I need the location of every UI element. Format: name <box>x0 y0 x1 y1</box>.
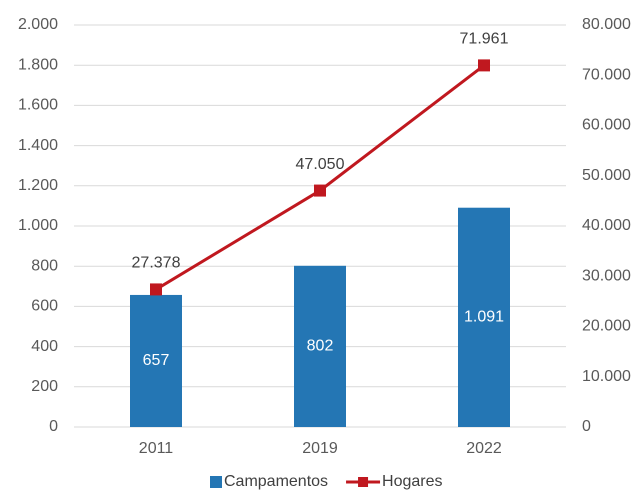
y-tick-label: 1.400 <box>18 137 58 154</box>
x-tick-label: 2019 <box>302 440 338 457</box>
y-tick-label: 1.000 <box>18 217 58 234</box>
line-marker <box>478 59 490 72</box>
bar <box>458 207 510 427</box>
bar-label: 1.091 <box>464 309 504 326</box>
y-tick-label: 0 <box>49 418 58 435</box>
y-tick-label: 1.600 <box>18 97 58 114</box>
y-tick-label: 1.800 <box>18 56 58 73</box>
y2-tick-label: 60.000 <box>582 117 631 134</box>
y-tick-label: 600 <box>31 298 58 315</box>
y-tick-label: 400 <box>31 338 58 355</box>
bar-label: 802 <box>307 338 334 355</box>
y-tick-label: 200 <box>31 378 58 395</box>
y2-tick-label: 70.000 <box>582 66 631 83</box>
legend-swatch <box>210 476 222 488</box>
line-label: 27.378 <box>132 255 181 272</box>
y2-tick-label: 0 <box>582 418 591 435</box>
line-label: 71.961 <box>460 31 509 48</box>
x-tick-label: 2022 <box>466 440 502 457</box>
legend-label: Campamentos <box>224 473 328 490</box>
y2-tick-label: 50.000 <box>582 167 631 184</box>
y-tick-label: 1.200 <box>18 177 58 194</box>
bar-label: 657 <box>143 352 170 369</box>
line <box>155 64 485 291</box>
x-tick-label: 2011 <box>139 440 174 457</box>
line-marker <box>314 184 326 197</box>
line-marker <box>150 283 162 296</box>
y-tick-label: 800 <box>31 257 58 274</box>
bar <box>294 265 346 427</box>
y2-tick-label: 10.000 <box>582 368 631 385</box>
y-tick-label: 2.000 <box>18 16 58 33</box>
line-label: 47.050 <box>296 156 345 173</box>
y2-tick-label: 80.000 <box>582 16 631 33</box>
bar <box>130 294 182 427</box>
y2-tick-label: 40.000 <box>582 217 631 234</box>
legend-swatch <box>358 477 369 487</box>
y2-tick-label: 30.000 <box>582 267 631 284</box>
y2-tick-label: 20.000 <box>582 318 631 335</box>
legend-label: Hogares <box>382 473 442 490</box>
